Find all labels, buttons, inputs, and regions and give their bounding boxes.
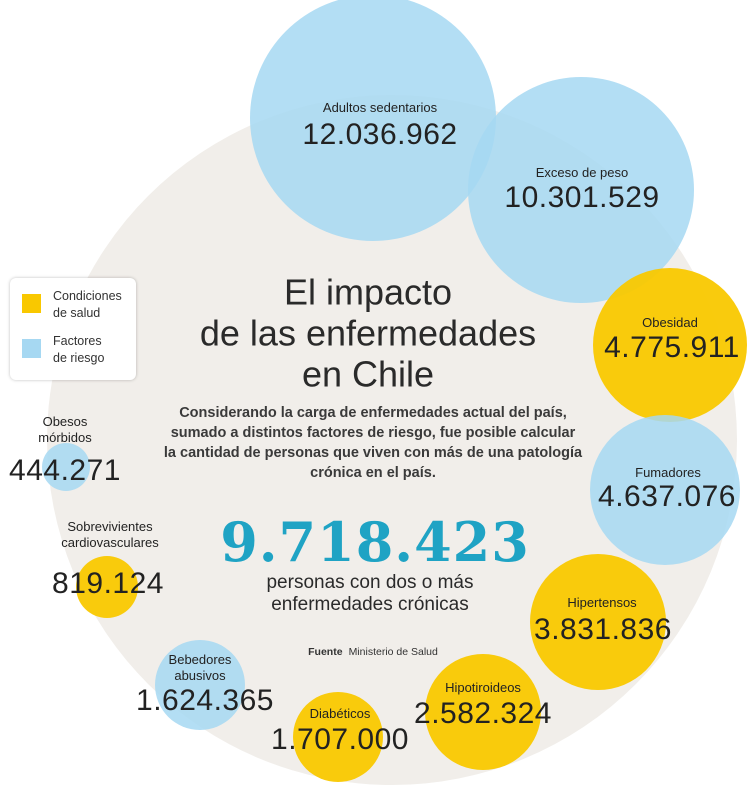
page-title: El impacto de las enfermedades en Chile (200, 272, 536, 395)
bubble-label-line: Fumadores (635, 465, 701, 480)
intro-line: crónica en el país. (310, 465, 436, 481)
bubble-label: Diabéticos (310, 706, 371, 722)
intro-line: la cantidad de personas que viven con má… (163, 445, 583, 461)
bubble-exceso-de-peso (468, 77, 694, 303)
bubble-label-line: Hipotiroideos (445, 680, 521, 695)
bubble-fumadores (590, 415, 740, 565)
title-line: en Chile (301, 353, 435, 395)
bubble-adultos-sedentarios (250, 0, 496, 241)
bubble-label-line: Sobrevivientes (67, 519, 153, 534)
bubble-sobrevivientes-cardiovasculares (76, 556, 138, 618)
yellow-swatch-icon (22, 294, 41, 313)
legend-label: de riesgo (53, 351, 105, 365)
legend-label: Condiciones (53, 289, 122, 303)
bubble-value: 10.301.529 (504, 181, 660, 214)
source-text: Ministerio de Salud (348, 646, 438, 658)
title-line: El impacto (283, 271, 453, 313)
bubble-value: 4.775.911 (604, 331, 740, 364)
bubble-value: 1.624.365 (136, 684, 274, 717)
bubble-label-line: mórbidos (38, 430, 92, 445)
intro-line: Considerando la carga de enfermedades ac… (179, 405, 567, 421)
bubble-label-line: Bebedores (168, 652, 232, 667)
bubble-value: 12.036.962 (302, 118, 458, 151)
bubble-label: Obesos mórbidos (38, 414, 91, 446)
bubble-label: Hipotiroideos (445, 680, 521, 696)
bubble-label: Bebedores abusivos (169, 652, 232, 684)
bubble-value: 1.707.000 (271, 723, 409, 756)
bubble-label: Sobrevivientes cardiovasculares (61, 519, 159, 551)
bubble-label: Hipertensos (567, 595, 636, 611)
bubble-label: Adultos sedentarios (323, 100, 437, 116)
blue-swatch-icon (22, 339, 41, 358)
bubble-label: Obesidad (642, 315, 698, 331)
intro-line: sumado a distintos factores de riesgo, f… (170, 425, 576, 441)
bubble-value: 819.124 (52, 567, 164, 600)
source-label: Fuente (308, 646, 343, 658)
bubble-obesidad (593, 268, 747, 422)
bubble-value: 3.831.836 (534, 613, 672, 646)
bubble-label-line: Obesidad (642, 315, 698, 330)
bubble-value: 444.271 (9, 454, 121, 487)
bubble-label-line: abusivos (174, 668, 226, 683)
bubble-label-line: Obesos (42, 414, 88, 429)
bubble-bebedores-abusivos (155, 640, 245, 730)
bubble-label-line: Adultos sedentarios (322, 100, 438, 115)
source: Fuente Ministerio de Salud (308, 646, 438, 658)
intro-text: Considerando la carga de enfermedades ac… (164, 403, 582, 483)
total-label-line: personas con dos o más (266, 572, 474, 593)
total-value: 9.718.423 (220, 510, 530, 574)
bubble-hipotiroideos (425, 654, 541, 770)
bubble-label-line: Hipertensos (567, 595, 637, 610)
legend: Condiciones de salud Factores de riesgo (10, 278, 136, 380)
bubble-hipertensos (530, 554, 666, 690)
bubble-label: Fumadores (635, 465, 701, 481)
bubble-value: 2.582.324 (414, 697, 552, 730)
legend-label: Factores (53, 334, 102, 348)
bubble-label-line: Exceso de peso (535, 165, 629, 180)
legend-label: de salud (53, 306, 101, 320)
legend-item-condiciones: Condiciones de salud (22, 288, 122, 322)
bubble-obesos-m-rbidos (42, 443, 90, 491)
bubble-value: 4.637.076 (598, 480, 736, 513)
total-label: personas con dos o más enfermedades crón… (266, 572, 473, 616)
bubble-label-line: cardiovasculares (61, 535, 159, 550)
total-label-line: enfermedades crónicas (271, 594, 469, 615)
legend-item-factores: Factores de riesgo (22, 333, 104, 367)
bubble-label: Exceso de peso (536, 165, 629, 181)
bubble-diab-ticos (293, 692, 383, 782)
bubble-label-line: Diabéticos (309, 706, 371, 721)
title-line: de las enfermedades (199, 312, 537, 354)
